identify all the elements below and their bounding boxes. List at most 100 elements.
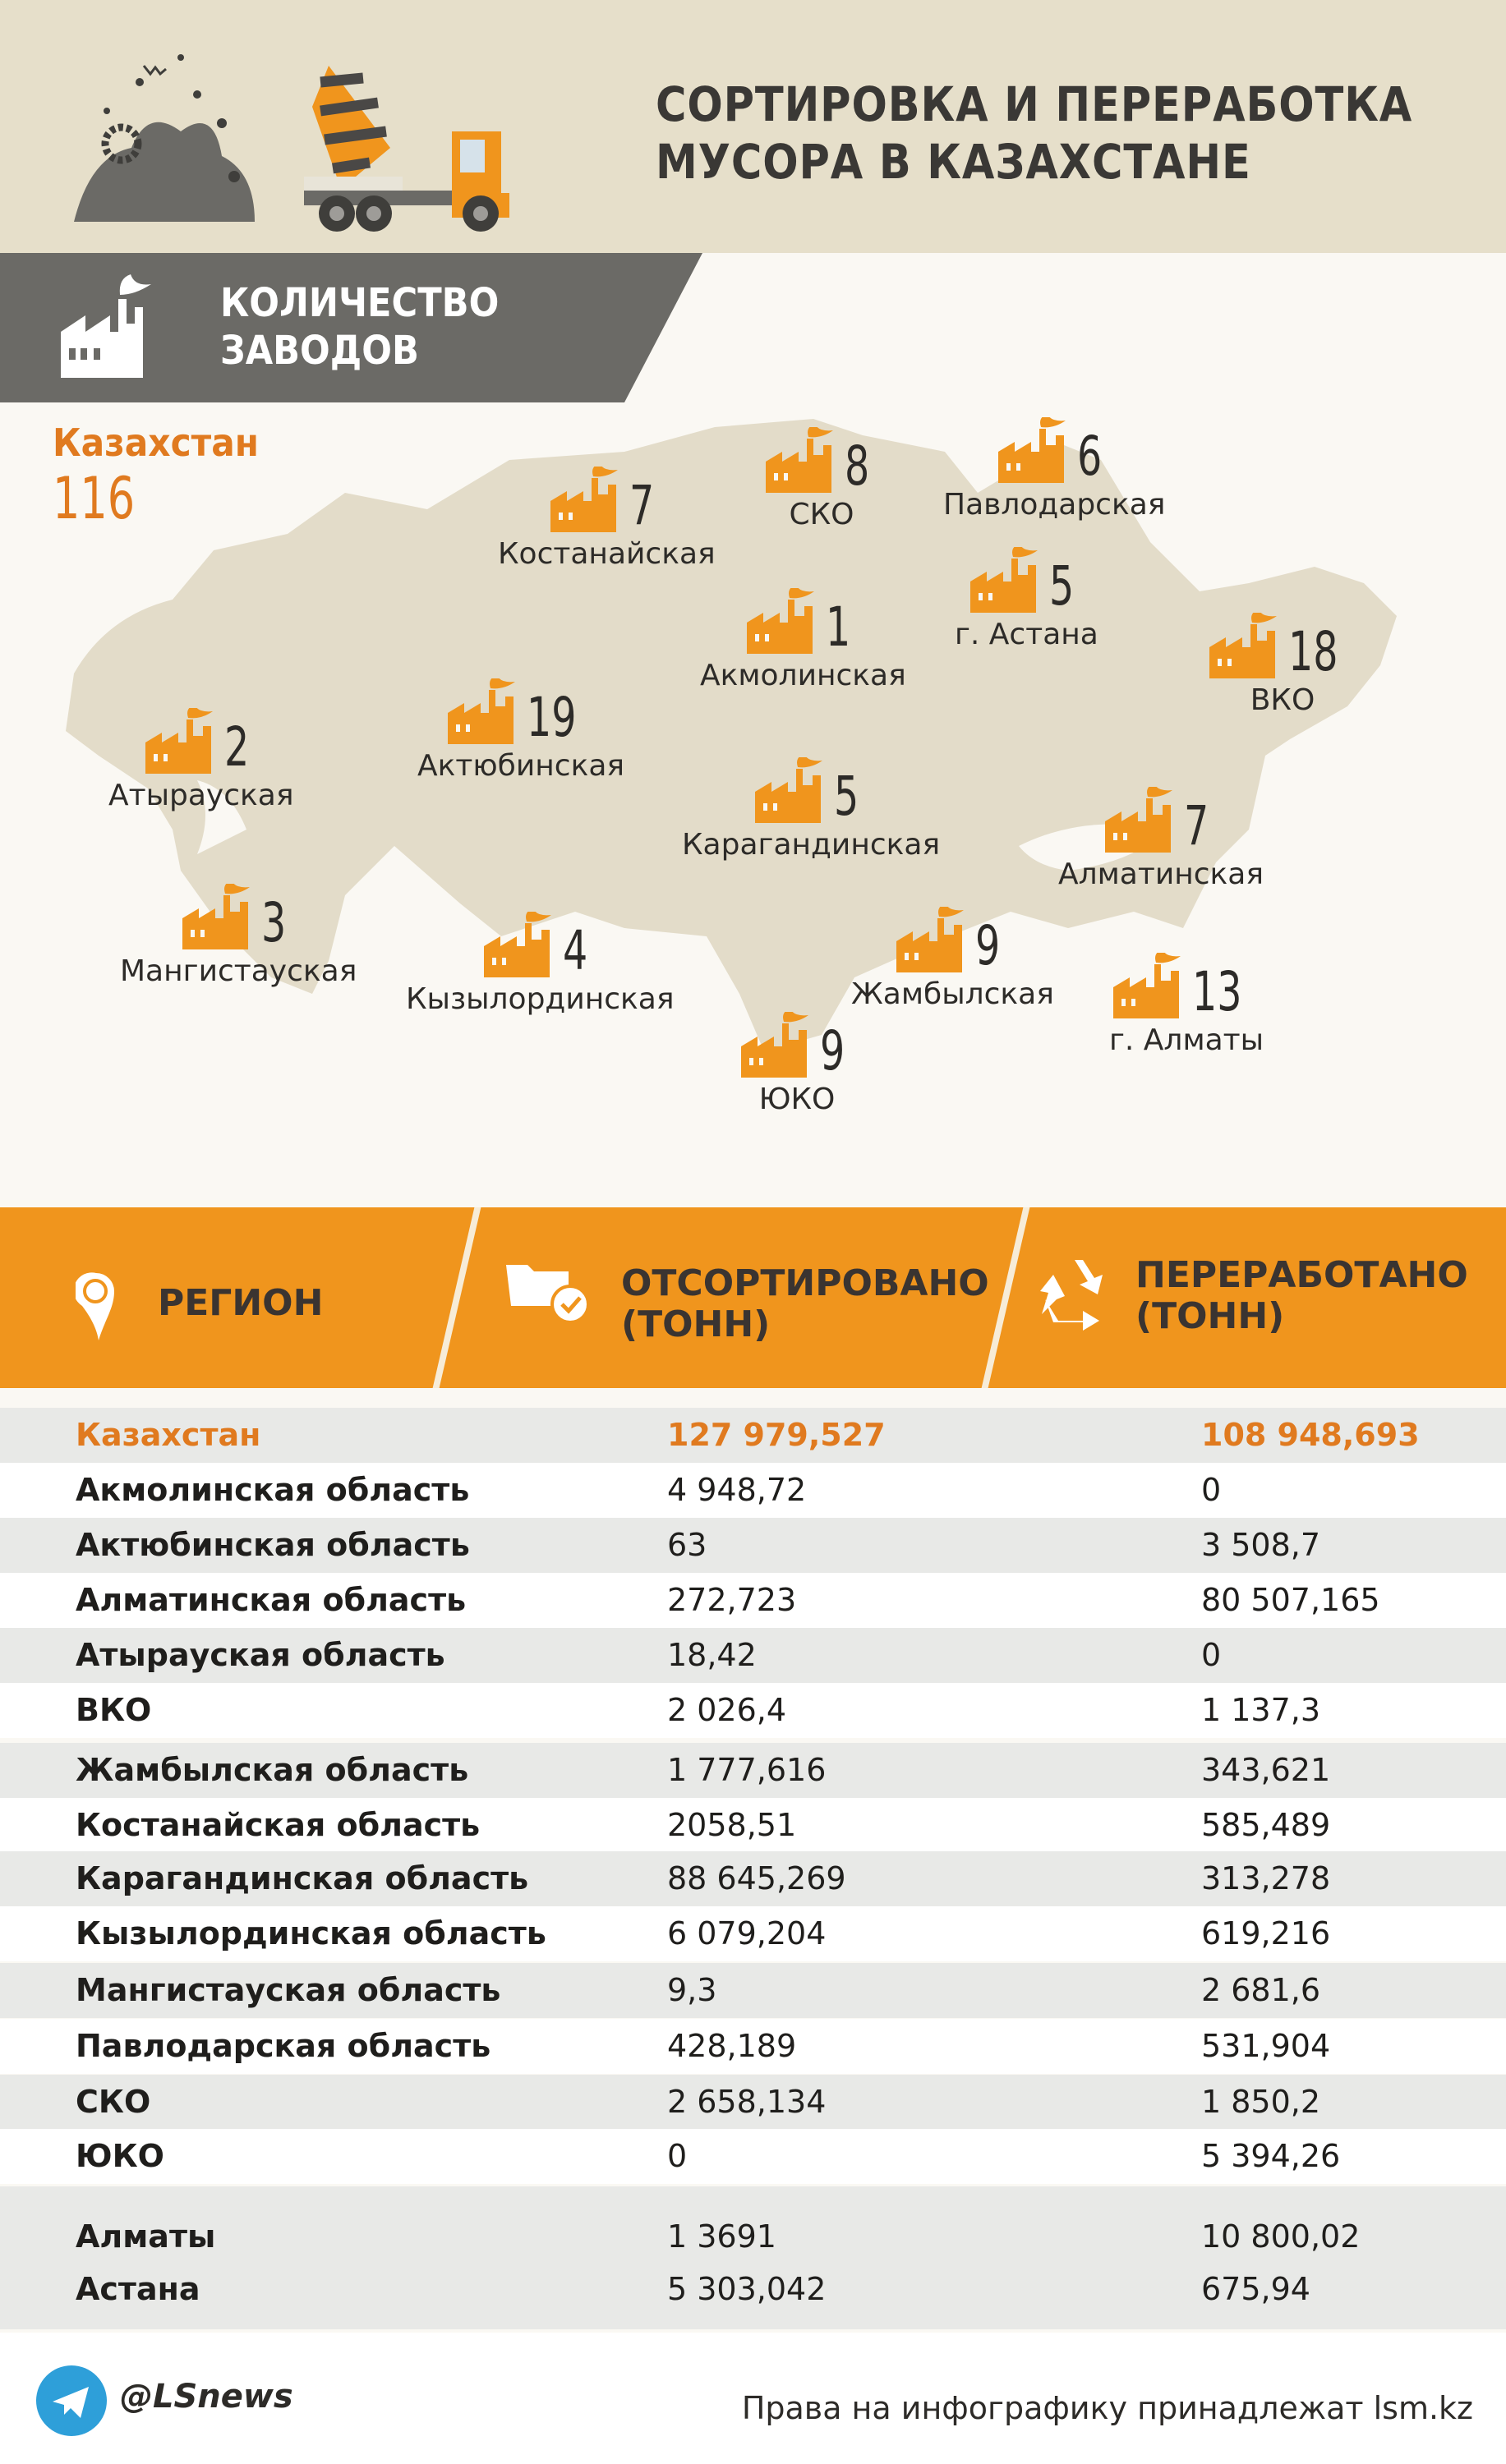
cell-processed: 313,278: [1201, 1860, 1331, 1896]
map-marker-astana: 5 г. Астана: [955, 547, 1098, 651]
cell-sorted: 4 948,72: [667, 1472, 807, 1508]
region-name: Алматинская: [1058, 857, 1264, 891]
cell-processed: 0: [1201, 1637, 1222, 1673]
cell-region: Жамбылская область: [76, 1752, 469, 1788]
title-line-1: СОРТИРОВКА И ПЕРЕРАБОТКА: [656, 76, 1413, 132]
table-row: Акмолинская область 4 948,72 0: [0, 1463, 1506, 1518]
factory-count: 13: [1192, 960, 1242, 1023]
map-marker-kostanay: 7 Костанайская: [498, 467, 716, 571]
cell-processed: 675,94: [1201, 2271, 1310, 2307]
telegram-handle-link[interactable]: @LSnews: [120, 2378, 293, 2416]
region-name: Жамбылская: [851, 977, 1054, 1011]
map-marker-almaty-city: 13 г. Алматы: [1109, 953, 1264, 1057]
cell-processed: 5 394,26: [1201, 2138, 1341, 2174]
factory-icon: [970, 547, 1039, 613]
cell-processed: 1 137,3: [1201, 1692, 1321, 1728]
header-band: СОРТИРОВКА И ПЕРЕРАБОТКА МУСОРА В КАЗАХС…: [0, 0, 1506, 253]
column-header-line: ПЕРЕРАБОТАНО: [1135, 1254, 1468, 1296]
map-marker-karaganda: 5 Карагандинская: [682, 757, 940, 862]
table-row: Жамбылская область 1 777,616 343,621: [0, 1743, 1506, 1798]
table-row: Алматинская область 272,723 80 507,165: [0, 1573, 1506, 1628]
country-total: 116: [53, 465, 136, 532]
cell-sorted: 88 645,269: [667, 1860, 846, 1896]
factory-icon: [484, 912, 552, 977]
table-row: Алматы 1 3691 10 800,02: [0, 2209, 1506, 2264]
table-row: Павлодарская область 428,189 531,904: [0, 2019, 1506, 2074]
factory-icon: [1209, 613, 1277, 678]
table-row-total: Казахстан 127 979,527 108 948,693: [0, 1408, 1506, 1463]
cell-region: Алматинская область: [76, 1582, 467, 1618]
cell-region: Атырауская область: [76, 1637, 445, 1673]
cell-sorted: 2058,51: [667, 1807, 797, 1843]
table-row: Карагандинская область 88 645,269 313,27…: [0, 1851, 1506, 1906]
table-row: Актюбинская область 63 3 508,7: [0, 1518, 1506, 1573]
column-header-line: ОТСОРТИРОВАНО: [621, 1262, 989, 1304]
factory-icon: [998, 417, 1066, 483]
factory-icon: [550, 467, 619, 532]
footer: [0, 2333, 1506, 2464]
cell-region: Акмолинская область: [76, 1472, 470, 1508]
cell-processed: 619,216: [1201, 1915, 1331, 1951]
table-header: [0, 1207, 1506, 1388]
cell-sorted: 2 026,4: [667, 1692, 787, 1728]
region-name: Кызылординская: [406, 982, 675, 1016]
factory-icon: [1113, 953, 1181, 1018]
cell-region: Костанайская область: [76, 1807, 481, 1843]
map-marker-kyzylorda: 4 Кызылординская: [406, 912, 675, 1016]
cell-sorted: 428,189: [667, 2028, 797, 2064]
page-title: СОРТИРОВКА И ПЕРЕРАБОТКА МУСОРА В КАЗАХС…: [656, 76, 1412, 191]
factory-count: 1: [826, 595, 851, 659]
region-name: Актюбинская: [417, 749, 625, 783]
cell-region: Актюбинская область: [76, 1527, 470, 1563]
cell-sorted: 0: [667, 2138, 688, 2174]
factory-count: 5: [1049, 554, 1075, 618]
cell-region: Кызылординская область: [76, 1915, 546, 1951]
region-name: г. Алматы: [1109, 1023, 1264, 1057]
table-row: Мангистауская область 9,3 2 681,6: [0, 1963, 1506, 2018]
cell-processed: 531,904: [1201, 2028, 1331, 2064]
map-marker-pavlodar: 6 Павлодарская: [943, 417, 1165, 522]
table-row: Кызылординская область 6 079,204 619,216: [0, 1906, 1506, 1961]
factory-icon: [766, 427, 833, 493]
table-cities-block: [0, 2186, 1506, 2329]
cell-region: ЮКО: [76, 2138, 164, 2174]
region-name: г. Астана: [955, 618, 1098, 651]
column-header-line: (ТОНН): [621, 1303, 771, 1345]
cell-sorted: 272,723: [667, 1582, 797, 1618]
table-row: Костанайская область 2058,51 585,489: [0, 1798, 1506, 1853]
factory-count: 7: [629, 474, 655, 537]
table-row: Атырауская область 18,42 0: [0, 1628, 1506, 1683]
column-header-sorted: ОТСОРТИРОВАНО (ТОНН): [621, 1263, 989, 1345]
cell-region: Мангистауская область: [76, 1972, 501, 2008]
map-marker-vko: 18 ВКО: [1208, 613, 1357, 717]
banner-line-1: КОЛИЧЕСТВО: [220, 280, 500, 326]
paper-plane-icon: [53, 2387, 89, 2418]
column-header-processed: ПЕРЕРАБОТАНО (ТОНН): [1135, 1255, 1468, 1337]
cell-sorted: 18,42: [667, 1637, 757, 1673]
copyright-text: Права на инфографику принадлежат lsm.kz: [741, 2390, 1473, 2426]
factory-count: 3: [261, 891, 287, 954]
factory-icon: [1105, 787, 1172, 853]
cell-processed: 343,621: [1201, 1752, 1331, 1788]
cell-processed: 108 948,693: [1201, 1417, 1420, 1453]
cell-region: Астана: [76, 2271, 200, 2307]
cell-sorted: 63: [667, 1527, 707, 1563]
cell-region: СКО: [76, 2084, 151, 2120]
cell-processed: 585,489: [1201, 1807, 1331, 1843]
map-marker-sko: 8 СКО: [764, 427, 879, 531]
cell-sorted: 6 079,204: [667, 1915, 827, 1951]
factory-count: 7: [1184, 794, 1209, 857]
dump-truck-illustration-icon: [74, 54, 509, 232]
region-name: Атырауская: [108, 779, 294, 812]
factory-count: 18: [1288, 620, 1338, 683]
region-name: СКО: [789, 498, 854, 531]
factory-count: 19: [527, 686, 577, 749]
region-name: Павлодарская: [943, 488, 1166, 522]
telegram-icon[interactable]: [36, 2365, 107, 2436]
country-label: Казахстан: [53, 421, 260, 465]
cell-processed: 1 850,2: [1201, 2084, 1321, 2120]
region-name: Мангистауская: [120, 954, 357, 988]
column-header-region: РЕГИОН: [158, 1282, 324, 1324]
cell-region: ВКО: [76, 1692, 152, 1728]
factory-icon: [896, 907, 965, 972]
